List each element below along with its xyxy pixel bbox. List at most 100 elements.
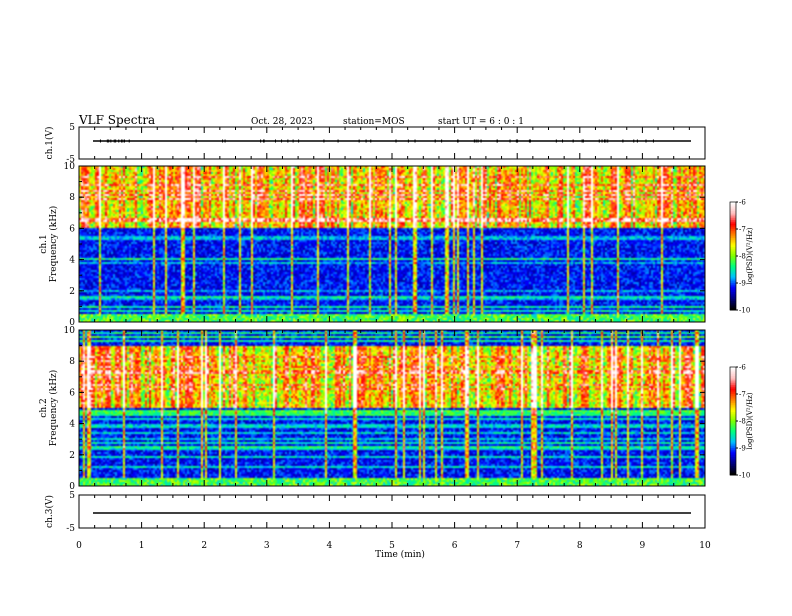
colorbar-segment xyxy=(730,302,736,306)
colorbar-segment xyxy=(730,295,736,298)
colorbar-segment xyxy=(730,448,736,451)
colorbar-segment xyxy=(730,281,736,284)
colorbar-segment xyxy=(730,404,736,408)
colorbar-segment xyxy=(730,236,736,239)
colorbar-segment xyxy=(730,265,736,268)
colorbar-segment xyxy=(730,299,736,302)
y-axis-label: ch.3(V) xyxy=(44,495,55,528)
colorbar-segment xyxy=(730,431,736,435)
y-axis-label-frequency: Frequency (kHz) xyxy=(48,370,59,447)
y-tick-label: 0 xyxy=(69,482,75,492)
colorbar-segment xyxy=(730,297,736,300)
ch2-colorbar: -6 -7 -8 -9 -10 log(PSD)(V²/Hz) xyxy=(729,364,754,480)
y-tick-label: -5 xyxy=(66,155,75,165)
y-tick-label: 8 xyxy=(69,357,75,367)
x-tick-label: 4 xyxy=(327,541,333,551)
colorbar-segment xyxy=(730,430,736,433)
colorbar-segment xyxy=(730,399,736,402)
colorbar-segment xyxy=(730,274,736,277)
colorbar-segment xyxy=(730,421,736,424)
y-tick-label: 0 xyxy=(69,318,75,328)
ch1-voltage-panel: 5 -5 ch.1(V) xyxy=(44,123,706,165)
colorbar-segment xyxy=(730,370,736,373)
start-ut-label: start UT = 6 : 0 : 1 xyxy=(438,117,524,127)
colorbar-segment xyxy=(730,406,736,409)
colorbar-segment xyxy=(730,460,736,463)
y-axis-label: ch.1(V) xyxy=(44,127,55,160)
colorbar-segment xyxy=(730,458,736,462)
x-tick-label: 7 xyxy=(514,541,520,551)
colorbar-segment xyxy=(730,230,736,234)
colorbar-segment xyxy=(730,439,736,442)
y-tick-label: 2 xyxy=(69,451,75,461)
colorbar-segment xyxy=(730,372,736,375)
colorbar-segment xyxy=(730,464,736,467)
colorbar-segment xyxy=(730,449,736,453)
colorbar-segment xyxy=(730,408,736,411)
date-label: Oct. 28, 2023 xyxy=(251,117,313,127)
ch3-voltage-panel: 5 -5 ch.3(V) xyxy=(44,491,706,534)
x-tick-label: 9 xyxy=(640,541,646,551)
y-tick-label: 10 xyxy=(64,326,76,336)
colorbar-segment xyxy=(730,424,736,427)
colorbar-segment xyxy=(730,437,736,440)
colorbar-segment xyxy=(730,247,736,250)
colorbar-segment xyxy=(730,308,736,311)
y-tick-label: 4 xyxy=(69,256,75,266)
colorbar-segment xyxy=(730,263,736,266)
colorbar-segment xyxy=(730,272,736,275)
y-axis-label-channel: ch.2 xyxy=(39,398,49,417)
x-tick-label: 3 xyxy=(264,541,270,551)
y-axis-label-frequency: Frequency (kHz) xyxy=(48,206,59,283)
colorbar-segment xyxy=(730,395,736,399)
colorbar-segment xyxy=(730,392,736,395)
colorbar-segment xyxy=(730,261,736,264)
colorbar-segment xyxy=(730,469,736,472)
colorbar-tick-label: -8 xyxy=(739,418,746,426)
colorbar-segment xyxy=(730,390,736,393)
colorbar-segment xyxy=(730,374,736,377)
colorbar-segment xyxy=(730,471,736,474)
colorbar-segment xyxy=(730,268,736,271)
colorbar-segment xyxy=(730,238,736,241)
y-tick-label: 6 xyxy=(69,388,75,398)
y-tick-label: 10 xyxy=(64,162,76,172)
colorbar-segment xyxy=(730,239,736,243)
ch1-spectrogram-image xyxy=(79,166,705,322)
colorbar-tick-label: -6 xyxy=(739,364,746,372)
colorbar-segment xyxy=(730,422,736,426)
x-axis-label: Time (min) xyxy=(375,549,425,560)
colorbar-segment xyxy=(730,284,736,288)
colorbar-segment xyxy=(730,413,736,417)
colorbar-segment xyxy=(730,243,736,246)
colorbar-segment xyxy=(730,367,736,370)
colorbar-segment xyxy=(730,286,736,289)
x-tick-label: 8 xyxy=(577,541,583,551)
colorbar-segment xyxy=(730,205,736,208)
colorbar-segment xyxy=(730,440,736,444)
colorbar-segment xyxy=(730,473,736,476)
y-axis-label-channel: ch.1 xyxy=(39,234,49,253)
colorbar-segment xyxy=(730,379,736,382)
y-tick-label: 6 xyxy=(69,224,75,234)
x-tick-label: 2 xyxy=(201,541,207,551)
colorbar-segment xyxy=(730,218,736,221)
colorbar-segment xyxy=(730,385,736,388)
colorbar-segment xyxy=(730,252,736,255)
ch2-spectrogram-panel: 10 8 6 4 2 0 ch.2 Frequency (kHz) xyxy=(39,326,706,492)
colorbar-segment xyxy=(730,377,736,381)
colorbar-segment xyxy=(730,241,736,244)
colorbar-segment xyxy=(730,207,736,210)
colorbar-tick-label: -9 xyxy=(739,445,746,453)
colorbar-segment xyxy=(730,292,736,295)
x-tick-label: 6 xyxy=(452,541,458,551)
colorbar-segment xyxy=(730,462,736,465)
colorbar-segment xyxy=(730,419,736,422)
colorbar-segment xyxy=(730,283,736,286)
colorbar-segment xyxy=(730,397,736,400)
colorbar-segment xyxy=(730,433,736,436)
colorbar-segment xyxy=(730,376,736,379)
colorbar-segment xyxy=(730,245,736,248)
x-tick-label: 10 xyxy=(699,541,711,551)
